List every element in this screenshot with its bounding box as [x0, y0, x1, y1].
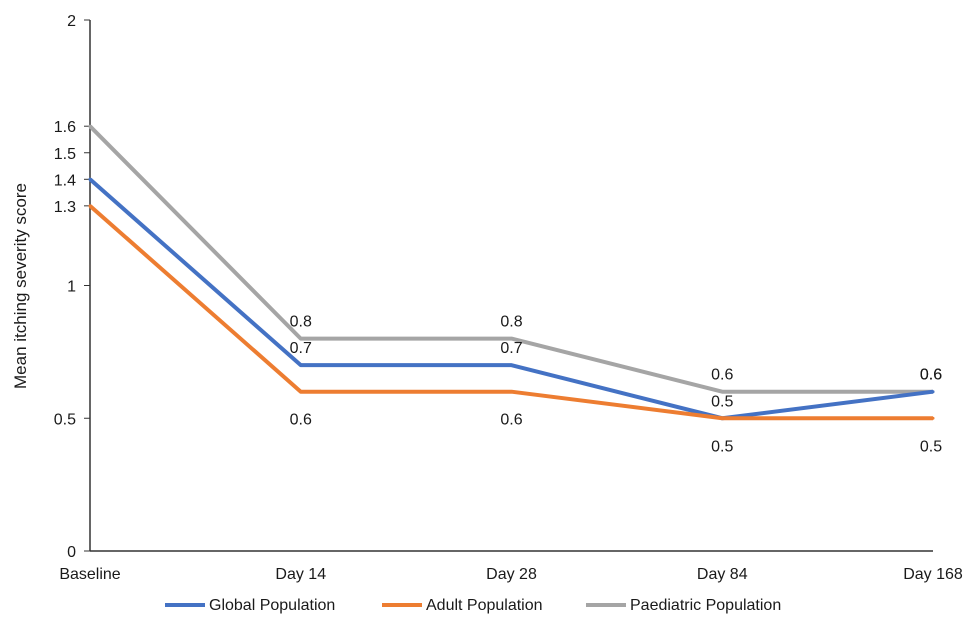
- x-tick-label: Day 84: [697, 566, 748, 583]
- data-label: 0.8: [290, 314, 312, 331]
- y-axis-title: Mean itching severity score: [11, 183, 30, 389]
- data-point: [510, 390, 513, 394]
- data-label: 0.7: [290, 340, 312, 357]
- data-point: [88, 124, 92, 128]
- data-point: [720, 416, 724, 420]
- data-point: [299, 363, 303, 367]
- x-tick-label: Day 14: [275, 566, 326, 583]
- data-point: [299, 390, 303, 394]
- legend-label: Adult Population: [426, 597, 543, 614]
- legend-label: Global Population: [209, 597, 335, 614]
- data-label: 0.7: [500, 340, 522, 357]
- data-label: 0.5: [711, 393, 733, 410]
- data-label: 0.6: [711, 367, 733, 384]
- x-tick-label: Baseline: [59, 566, 120, 583]
- data-point: [931, 390, 935, 394]
- data-label: 0.6: [290, 412, 312, 429]
- y-tick-label: 1.5: [54, 146, 76, 163]
- data-point: [720, 390, 724, 394]
- legend: Global Population Adult Population Paediat…: [165, 597, 781, 614]
- data-label: 0.6: [920, 367, 942, 384]
- series-layer: [88, 124, 935, 421]
- data-label: 0.6: [920, 367, 942, 384]
- y-tick-label: 2: [67, 13, 76, 30]
- x-tick-label: Day 168: [903, 566, 963, 583]
- y-tick-label: 0.5: [54, 411, 76, 428]
- y-axis: 0 0.5 1 1.3 1.4 1.5 1.6 2: [54, 13, 91, 561]
- legend-label: Paediatric Population: [630, 597, 781, 614]
- series-line-adult-population: [88, 204, 933, 421]
- data-point: [88, 177, 92, 181]
- data-label: 0.6: [500, 412, 522, 429]
- y-tick-label: 1.3: [54, 199, 76, 216]
- data-point: [299, 337, 303, 341]
- data-label: 0.5: [711, 438, 733, 455]
- y-tick-label: 1.4: [54, 172, 76, 189]
- data-labels: 0.7 0.70.50.60.6 0.60.5 0.50.8 0.80.6 0.6: [290, 314, 943, 456]
- data-point: [510, 363, 513, 367]
- y-tick-label: 1.6: [54, 119, 76, 136]
- y-tick-label: 1: [67, 279, 76, 296]
- data-point: [510, 337, 513, 341]
- x-axis: Baseline Day 14 Day 28 Day 84 Day 168: [59, 550, 963, 583]
- y-tick-label: 0: [67, 544, 76, 561]
- data-label: 0.5: [920, 438, 942, 455]
- data-point: [88, 204, 92, 208]
- data-label: 0.8: [500, 314, 522, 331]
- x-tick-label: Day 28: [486, 566, 537, 583]
- series-line-global-population: [88, 177, 934, 421]
- data-point: [931, 416, 935, 420]
